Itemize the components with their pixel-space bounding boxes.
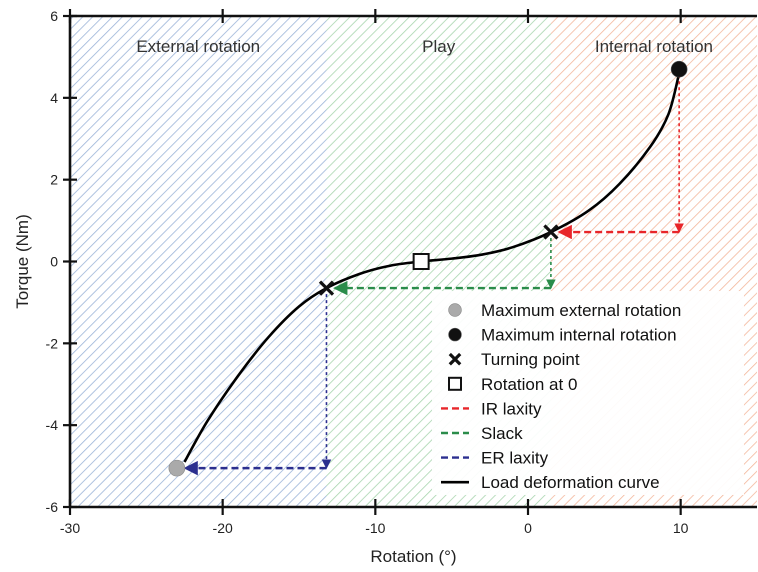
load-deformation-curve-line xyxy=(183,72,681,463)
legend-symbol-rotation-at-0 xyxy=(448,376,462,391)
legend-symbol-turning-point-stroke-b xyxy=(448,352,462,366)
marker-maximum-internal-rotation xyxy=(670,60,688,78)
legend-symbol-turning-point xyxy=(448,352,462,366)
region-label-internal-rotation: Internal rotation xyxy=(595,37,713,56)
y-tick-label: 0 xyxy=(50,254,58,270)
x-tick-label: -30 xyxy=(60,520,80,536)
axis-labels: Rotation (°) Torque (Nm) xyxy=(13,214,457,566)
marker-turning-point-stroke-b xyxy=(318,280,335,296)
legend: Maximum external rotation Maximum interna… xyxy=(432,291,744,495)
marker-rotation-at-0 xyxy=(412,253,430,270)
x-tick-label: 10 xyxy=(673,520,689,536)
region-label-external-rotation: External rotation xyxy=(136,37,260,56)
marker-maximum-external-rotation xyxy=(168,459,186,477)
y-tick-label: 2 xyxy=(50,172,58,188)
x-tick-label: -20 xyxy=(213,520,233,536)
legend-label-slack: Slack xyxy=(481,424,523,443)
x-tick-label: -10 xyxy=(365,520,385,536)
laxity-arrows xyxy=(183,75,684,476)
y-tick-label: 4 xyxy=(50,90,58,106)
region-external-rotation xyxy=(70,16,327,507)
region-label-play: Play xyxy=(422,37,456,56)
legend-background xyxy=(432,291,744,495)
legend-label-maximum-internal-rotation: Maximum internal rotation xyxy=(481,326,677,345)
y-tick-label: -6 xyxy=(46,499,59,515)
y-tick-label: -4 xyxy=(46,417,59,433)
x-axis-label: Rotation (°) xyxy=(370,547,456,566)
region-labels: External rotation Play Internal rotation xyxy=(136,37,713,56)
chart-markers xyxy=(168,60,688,477)
legend-label-maximum-external-rotation: Maximum external rotation xyxy=(481,301,681,320)
legend-label-ir-laxity: IR laxity xyxy=(481,399,542,418)
x-tick-label: 0 xyxy=(524,520,532,536)
y-tick-label: -2 xyxy=(46,335,59,351)
legend-label-load-deformation-curve: Load deformation curve xyxy=(481,473,660,492)
shaded-regions xyxy=(70,16,757,507)
legend-symbol-maximum-internal-rotation xyxy=(448,327,462,342)
marker-turning-point xyxy=(543,224,559,240)
legend-symbol-maximum-external-rotation xyxy=(448,303,462,317)
legend-label-rotation-at-0: Rotation at 0 xyxy=(481,375,577,394)
legend-label-turning-point: Turning point xyxy=(481,350,580,369)
marker-turning-point-stroke-b xyxy=(543,224,559,240)
load-deformation-curve xyxy=(183,72,681,463)
y-axis-label: Torque (Nm) xyxy=(13,214,32,308)
marker-turning-point xyxy=(318,280,335,296)
y-tick-label: 6 xyxy=(50,8,58,24)
legend-label-er-laxity: ER laxity xyxy=(481,449,549,468)
